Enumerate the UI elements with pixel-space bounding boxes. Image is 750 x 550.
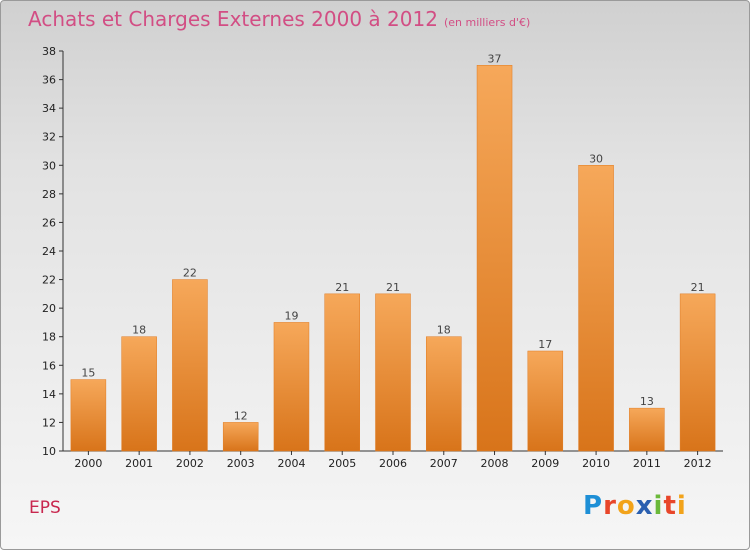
bar	[578, 165, 614, 452]
bar	[375, 293, 411, 452]
x-tick-label: 2001	[125, 457, 153, 470]
data-label: 18	[437, 324, 451, 337]
chart-title-unit: (en milliers d'€)	[443, 16, 531, 29]
logo-letter: r	[603, 491, 617, 521]
commune-label: EPS	[29, 498, 61, 518]
data-label: 22	[183, 267, 197, 280]
x-tick-label: 2003	[227, 457, 255, 470]
x-tick-label: 2007	[430, 457, 458, 470]
y-tick-label: 18	[42, 331, 56, 344]
logo-letter: t	[663, 491, 677, 521]
data-label: 17	[538, 338, 552, 351]
data-label: 19	[284, 309, 298, 322]
data-label: 21	[386, 281, 400, 294]
y-tick-label: 10	[42, 445, 56, 458]
y-tick-label: 14	[42, 388, 56, 401]
bar	[172, 279, 208, 452]
x-tick-label: 2010	[582, 457, 610, 470]
bar	[121, 336, 157, 452]
logo-letter: x	[635, 491, 654, 521]
y-tick-label: 22	[42, 274, 56, 287]
chart-title-main: Achats et Charges Externes 2000 à 2012	[28, 7, 438, 31]
bar	[426, 336, 462, 452]
bar	[527, 350, 564, 452]
bar	[476, 65, 513, 452]
logo-letter: o	[616, 491, 636, 521]
logo-letter: i	[676, 491, 687, 521]
data-label: 30	[589, 152, 603, 165]
data-label: 18	[132, 324, 146, 337]
y-tick-label: 38	[42, 45, 56, 58]
bar	[273, 322, 310, 452]
y-tick-label: 26	[42, 216, 56, 229]
y-tick-label: 24	[42, 245, 56, 258]
x-tick-label: 2008	[481, 457, 509, 470]
y-tick-label: 28	[42, 188, 56, 201]
y-tick-label: 20	[42, 302, 56, 315]
x-tick-label: 2005	[328, 457, 356, 470]
x-tick-label: 2012	[684, 457, 712, 470]
data-label: 15	[81, 367, 95, 380]
x-tick-label: 2006	[379, 457, 407, 470]
chart-title: Achats et Charges Externes 2000 à 2012 (e…	[28, 7, 530, 31]
data-label: 37	[488, 52, 502, 65]
y-tick-label: 30	[42, 159, 56, 172]
proxiti-logo: Proxiti	[583, 491, 687, 521]
data-label: 12	[234, 409, 248, 422]
bar	[70, 379, 107, 452]
y-tick-label: 32	[42, 131, 56, 144]
logo-letter: i	[653, 491, 664, 521]
data-label: 13	[640, 395, 654, 408]
x-tick-label: 2004	[277, 457, 305, 470]
y-tick-label: 36	[42, 74, 56, 87]
data-label: 21	[335, 281, 349, 294]
bar	[679, 293, 716, 452]
x-tick-label: 2002	[176, 457, 204, 470]
bar	[222, 422, 259, 452]
data-label: 21	[691, 281, 705, 294]
y-tick-label: 16	[42, 359, 56, 372]
y-tick-label: 34	[42, 102, 56, 115]
bar	[324, 293, 360, 452]
y-tick-label: 12	[42, 416, 56, 429]
logo-letter: P	[583, 491, 604, 521]
x-tick-label: 2009	[531, 457, 559, 470]
x-tick-label: 2000	[74, 457, 102, 470]
x-tick-label: 2011	[633, 457, 661, 470]
bar	[629, 407, 665, 452]
